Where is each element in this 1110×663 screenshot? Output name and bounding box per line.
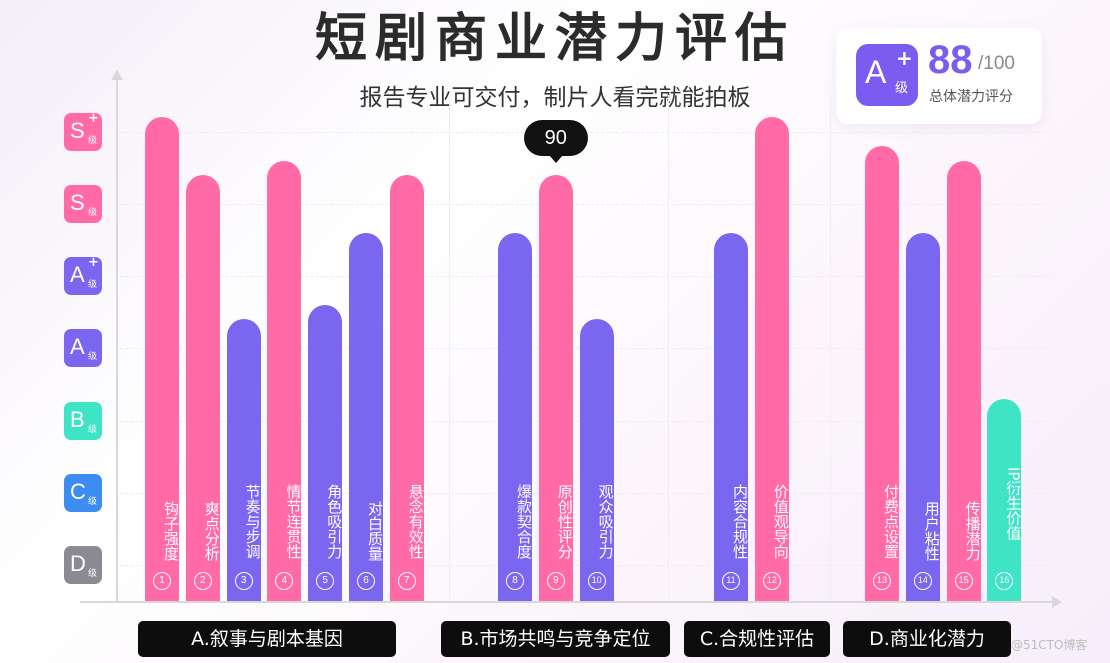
overall-score-value: 88 xyxy=(928,38,973,82)
bar-label: 原创性评分 xyxy=(555,483,574,559)
grade-tick-suffix: 级 xyxy=(88,280,98,291)
bar-index-badge: 7 xyxy=(397,571,416,590)
y-axis xyxy=(116,78,118,602)
bar-16[interactable]: IP衍生价值 16 xyxy=(987,398,1023,601)
group-divider xyxy=(830,95,831,600)
bar-label: 用户粘性 xyxy=(922,500,941,561)
bar-14[interactable]: 用户粘性 14 xyxy=(905,232,941,601)
group-label-a: A.叙事与剧本基因 xyxy=(138,621,396,657)
bar-index-badge: 14 xyxy=(913,571,932,590)
bar-index-badge: 5 xyxy=(316,571,335,590)
bar-6[interactable]: 对白质量 6 xyxy=(349,232,384,601)
grade-tick-plus: + xyxy=(88,255,99,271)
bar-index-badge: 4 xyxy=(275,571,294,590)
bar-label: 对白质量 xyxy=(366,500,384,561)
bar-8[interactable]: 爆款契合度 8 xyxy=(498,232,533,601)
bar-label: 传播潜力 xyxy=(963,500,982,561)
bar-label: 爽点分析 xyxy=(202,500,221,561)
bar-index-badge: 10 xyxy=(587,571,606,590)
overall-grade-badge: A + 级 xyxy=(856,44,918,106)
grid-line xyxy=(120,204,1050,205)
bar-value-tooltip: 90 xyxy=(523,120,588,164)
grade-tick-suffix: 级 xyxy=(88,496,98,507)
bar-1[interactable]: 钩子强度 1 xyxy=(145,117,180,601)
grade-tick-letter: D xyxy=(70,550,86,576)
bar-index-badge: 16 xyxy=(995,571,1014,590)
grade-tick-letter: A xyxy=(70,334,85,360)
grid-line xyxy=(120,276,1050,277)
bar-label: 爆款契合度 xyxy=(515,483,533,559)
grade-tick-suffix: 级 xyxy=(88,568,98,579)
x-axis xyxy=(80,601,1055,603)
group-divider xyxy=(449,95,450,600)
bar-index-badge: 12 xyxy=(762,571,781,590)
bar-index-badge: 1 xyxy=(153,571,171,590)
grade-tick-a-plus: A + 级 xyxy=(64,255,102,296)
grade-tick-suffix: 级 xyxy=(88,135,98,146)
grade-tick-letter: S xyxy=(70,189,85,215)
overall-grade-letter: A xyxy=(865,54,887,90)
x-axis-arrow xyxy=(1052,596,1062,608)
bar-label: 观众吸引力 xyxy=(596,483,615,559)
bar-4[interactable]: 情节连贯性 4 xyxy=(267,160,303,601)
bar-label: IP衍生价值 xyxy=(1004,466,1023,541)
grade-tick-suffix: 级 xyxy=(88,352,98,363)
grade-tick-suffix: 级 xyxy=(88,424,98,435)
group-divider xyxy=(668,95,669,600)
overall-score-card: A + 级 88 /100 总体潜力评分 xyxy=(836,28,1042,124)
overall-score-max: /100 xyxy=(978,53,1015,74)
grade-tick-plus: + xyxy=(88,110,99,126)
grade-tick-letter: S xyxy=(70,117,85,143)
bar-7[interactable]: 悬念有效性 7 xyxy=(389,175,425,601)
bar-label: 付费点设置 xyxy=(882,483,900,559)
bar-index-badge: 3 xyxy=(234,571,253,590)
grade-tick-letter: B xyxy=(70,406,85,432)
group-label-d: D.商业化潜力 xyxy=(843,621,1011,657)
overall-grade-plus: + xyxy=(896,46,913,70)
bar-13[interactable]: 付费点设置 13 xyxy=(865,146,900,601)
bar-label: 内容合规性 xyxy=(731,483,749,559)
bar-3[interactable]: 节奏与步调 3 xyxy=(226,319,262,601)
chart-title: 短剧商业潜力评估 xyxy=(314,9,795,69)
bar-index-badge: 13 xyxy=(873,571,891,590)
bar-5[interactable]: 角色吸引力 5 xyxy=(308,304,344,601)
bar-12[interactable]: 价值观导向 12 xyxy=(754,117,790,601)
bar-label: 节奏与步调 xyxy=(243,483,262,559)
bar-11[interactable]: 内容合规性 11 xyxy=(714,232,749,601)
bar-2[interactable]: 爽点分析 2 xyxy=(185,175,221,601)
bar-label: 情节连贯性 xyxy=(284,483,303,559)
grade-tick-letter: C xyxy=(70,478,86,504)
bar-label: 角色吸引力 xyxy=(325,483,344,559)
bar-label: 钩子强度 xyxy=(162,500,180,561)
y-axis-arrow xyxy=(111,70,123,80)
bar-index-badge: 11 xyxy=(722,571,740,590)
grade-tick-suffix: 级 xyxy=(88,207,98,218)
group-label-c: C.合规性评估 xyxy=(684,621,830,657)
bar-15[interactable]: 传播潜力 15 xyxy=(946,160,982,601)
grade-tick-s-plus: S + 级 xyxy=(64,110,102,151)
grade-tick-letter: A xyxy=(70,262,85,288)
watermark: @51CTO博客 xyxy=(1011,638,1088,652)
overall-grade-suffix: 级 xyxy=(895,81,909,96)
bar-index-badge: 15 xyxy=(954,571,973,590)
bar-index-badge: 6 xyxy=(357,571,375,590)
bar-10[interactable]: 观众吸引力 10 xyxy=(579,319,615,601)
chart-subtitle: 报告专业可交付，制片人看完就能拍板 xyxy=(359,85,751,111)
bar-index-badge: 8 xyxy=(506,571,524,590)
bar-label: 悬念有效性 xyxy=(406,483,425,559)
bar-index-badge: 2 xyxy=(193,571,212,590)
bar-label: 价值观导向 xyxy=(771,483,790,559)
group-label-b: B.市场共鸣与竞争定位 xyxy=(441,621,670,657)
bar-index-badge: 9 xyxy=(546,571,565,590)
bar-9[interactable]: 原创性评分 9 xyxy=(538,175,574,601)
overall-score-label: 总体潜力评分 xyxy=(929,89,1013,105)
